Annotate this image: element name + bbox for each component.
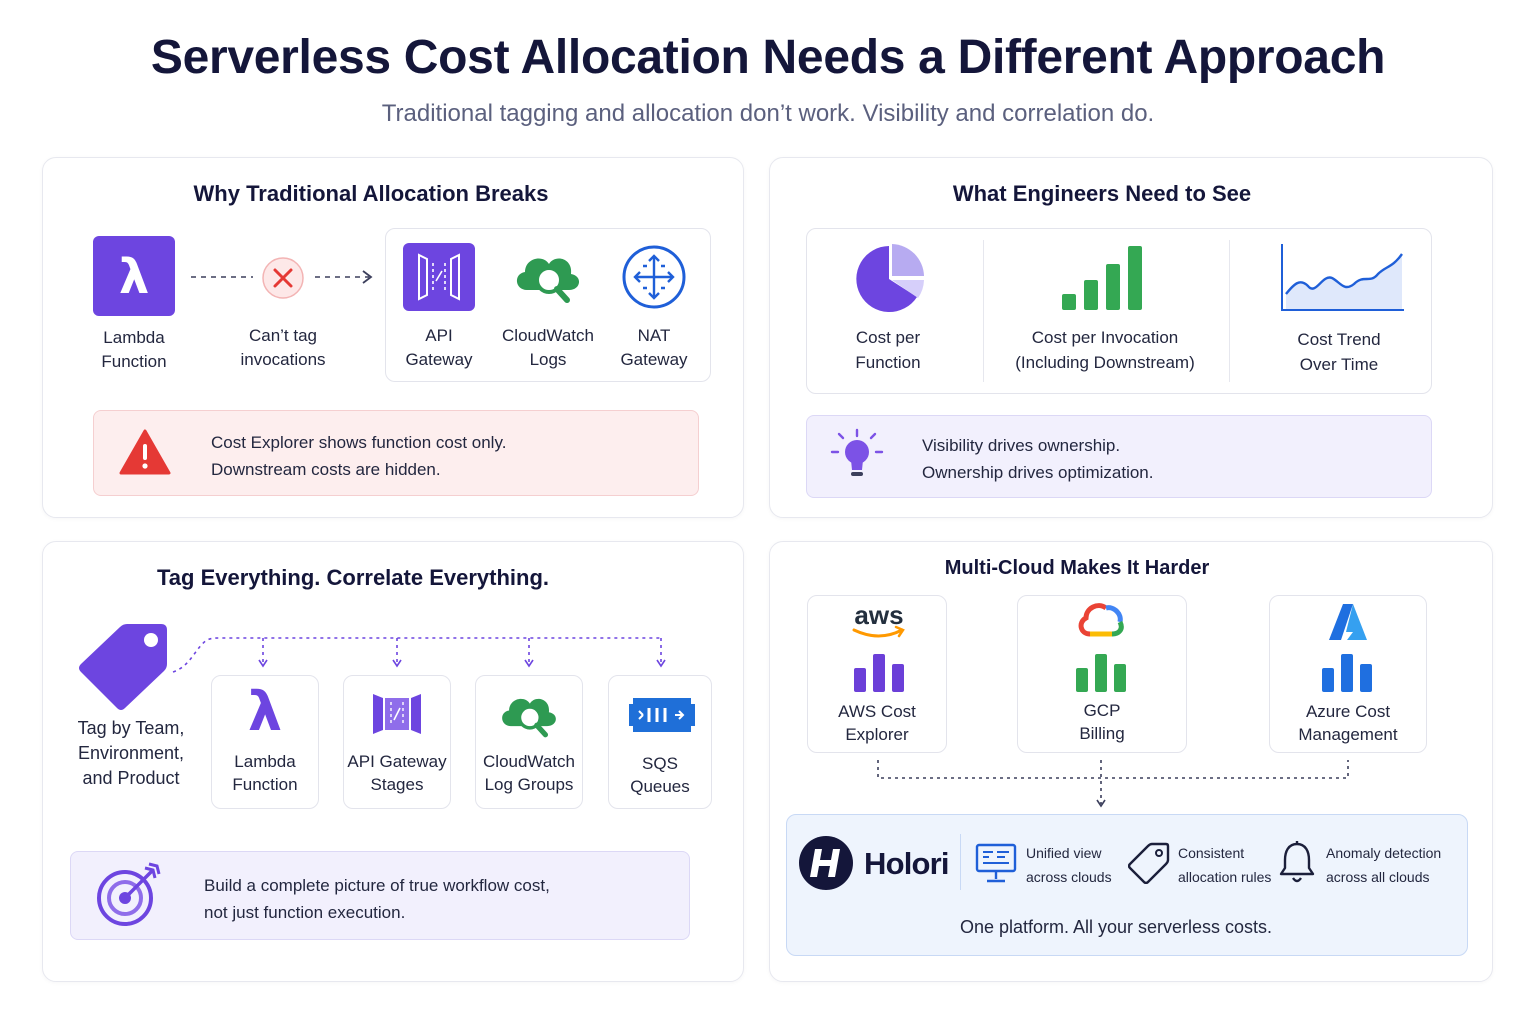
page-title: Serverless Cost Allocation Needs a Diffe…: [150, 31, 1386, 84]
alert-line-1: Cost Explorer shows function cost only.: [211, 433, 507, 452]
resource-label: CloudWatch: [483, 752, 575, 771]
cloud-label: Azure Cost: [1305, 702, 1391, 721]
azure-logo-icon: [1329, 604, 1367, 640]
aws-logo-icon: aws: [852, 602, 905, 638]
service-label: Logs: [529, 350, 567, 369]
metric-label: Cost per: [855, 328, 921, 347]
resource-card: [475, 675, 583, 809]
alert-line-1: Build a complete picture of true workflo…: [204, 876, 550, 895]
feature-label: across all clouds: [1326, 869, 1430, 885]
cant-tag-label-2: invocations: [240, 350, 326, 369]
bar-chart-icon: [1062, 246, 1142, 310]
gcp-logo-icon: [1078, 603, 1124, 637]
feature-label: Anomaly detection: [1326, 845, 1442, 861]
resource-label: Log Groups: [484, 775, 574, 794]
resource-card: [608, 675, 712, 809]
target-icon: [97, 862, 161, 926]
alert-line-1: Visibility drives ownership.: [922, 436, 1121, 455]
lambda-icon: λ: [248, 684, 282, 738]
alert-line-2: Downstream costs are hidden.: [211, 460, 441, 479]
tag-label: Tag by Team,: [77, 718, 185, 738]
page-subtitle: Traditional tagging and allocation don’t…: [381, 100, 1155, 127]
svg-text:λ: λ: [248, 684, 282, 738]
lightbulb-icon: [830, 428, 884, 476]
cloudwatch-icon: [502, 698, 556, 738]
panel-need-to-see: What Engineers Need to See Cost per Func…: [769, 157, 1493, 518]
holori-logo-icon: [799, 836, 853, 890]
metric-label: (Including Downstream): [1015, 353, 1195, 372]
resource-label: Stages: [370, 775, 424, 794]
holori-platform-box: [786, 814, 1468, 956]
azure-bar-chart-icon: [1322, 654, 1372, 692]
feature-label: across clouds: [1026, 869, 1112, 885]
cloud-label: AWS Cost: [838, 702, 916, 721]
service-label: API: [425, 326, 453, 345]
metric-label: Cost per Invocation: [1031, 328, 1179, 347]
resource-label: Lambda: [234, 752, 296, 771]
panel-title: Tag Everything. Correlate Everything.: [156, 565, 550, 590]
panel-multi-cloud: Multi-Cloud Makes It Harder aws AWS Cost…: [769, 541, 1493, 982]
feature-label: Consistent: [1178, 845, 1245, 861]
metric-label: Function: [855, 353, 921, 372]
metric-label: Cost Trend: [1297, 330, 1381, 349]
cant-tag-label-1: Can’t tag: [248, 326, 318, 345]
workflow-cost-alert: [70, 851, 690, 940]
broken-link-arrow: [191, 270, 373, 284]
resource-label: API Gateway: [347, 752, 447, 771]
cloud-card-aws: [807, 595, 947, 753]
warning-icon: [119, 429, 171, 475]
cloud-label: GCP: [1083, 701, 1121, 720]
alert-line-2: Ownership drives optimization.: [922, 463, 1154, 482]
trend-chart-icon: [1281, 244, 1404, 311]
feature-label: Unified view: [1026, 845, 1102, 861]
service-label: CloudWatch: [502, 326, 594, 345]
cloudwatch-icon: [516, 258, 580, 303]
alert-line-2: not just function execution.: [204, 903, 406, 922]
lambda-icon: λ: [93, 236, 175, 316]
lambda-label-2: Function: [101, 352, 167, 371]
panel-title: What Engineers Need to See: [952, 181, 1252, 206]
tag-connectors: [172, 637, 666, 673]
panel-title: Multi-Cloud Makes It Harder: [944, 557, 1210, 579]
metric-label: Over Time: [1299, 355, 1379, 374]
nat-gateway-icon: [622, 245, 686, 309]
service-label: Gateway: [405, 350, 473, 369]
resource-card: [343, 675, 451, 809]
panel-tag-everything: Tag Everything. Correlate Everything. Ta…: [42, 541, 744, 982]
tag-label: and Product: [82, 768, 180, 788]
pie-chart-icon: [856, 244, 924, 312]
hidden-costs-alert: [93, 410, 699, 496]
resource-label: SQS: [642, 754, 678, 773]
cloud-connectors: [877, 760, 1349, 808]
error-x-icon: [262, 257, 304, 299]
resource-label: Function: [232, 775, 298, 794]
lambda-label-1: Lambda: [103, 328, 165, 347]
monitor-icon: [975, 843, 1017, 883]
resource-label: Queues: [630, 777, 690, 796]
tag-icon: [79, 624, 167, 710]
service-label: Gateway: [620, 350, 688, 369]
svg-text:λ: λ: [119, 249, 149, 305]
svg-text:aws: aws: [854, 602, 903, 630]
sqs-icon: [629, 698, 695, 732]
bell-icon: [1279, 841, 1315, 883]
aws-bar-chart-icon: [854, 654, 904, 692]
holori-brand: Holori: [864, 846, 950, 881]
cloud-label: Management: [1298, 725, 1398, 744]
downstream-services-card: [385, 228, 711, 382]
tag-label: Environment,: [77, 743, 185, 763]
api-gateway-icon: [373, 694, 421, 734]
api-gateway-icon: [403, 243, 475, 311]
service-label: NAT: [637, 326, 671, 345]
holori-tagline: One platform. All your serverless costs.: [959, 917, 1273, 937]
cloud-label: Billing: [1079, 724, 1125, 743]
feature-label: allocation rules: [1178, 869, 1272, 885]
resource-card: [211, 675, 319, 809]
panel-allocation-breaks: Why Traditional Allocation Breaks λ Lamb…: [42, 157, 744, 518]
cloud-label: Explorer: [845, 725, 909, 744]
gcp-bar-chart-icon: [1076, 654, 1126, 692]
panel-title: Why Traditional Allocation Breaks: [193, 181, 549, 206]
tag-icon: [1128, 842, 1170, 884]
ownership-alert: [806, 415, 1432, 498]
